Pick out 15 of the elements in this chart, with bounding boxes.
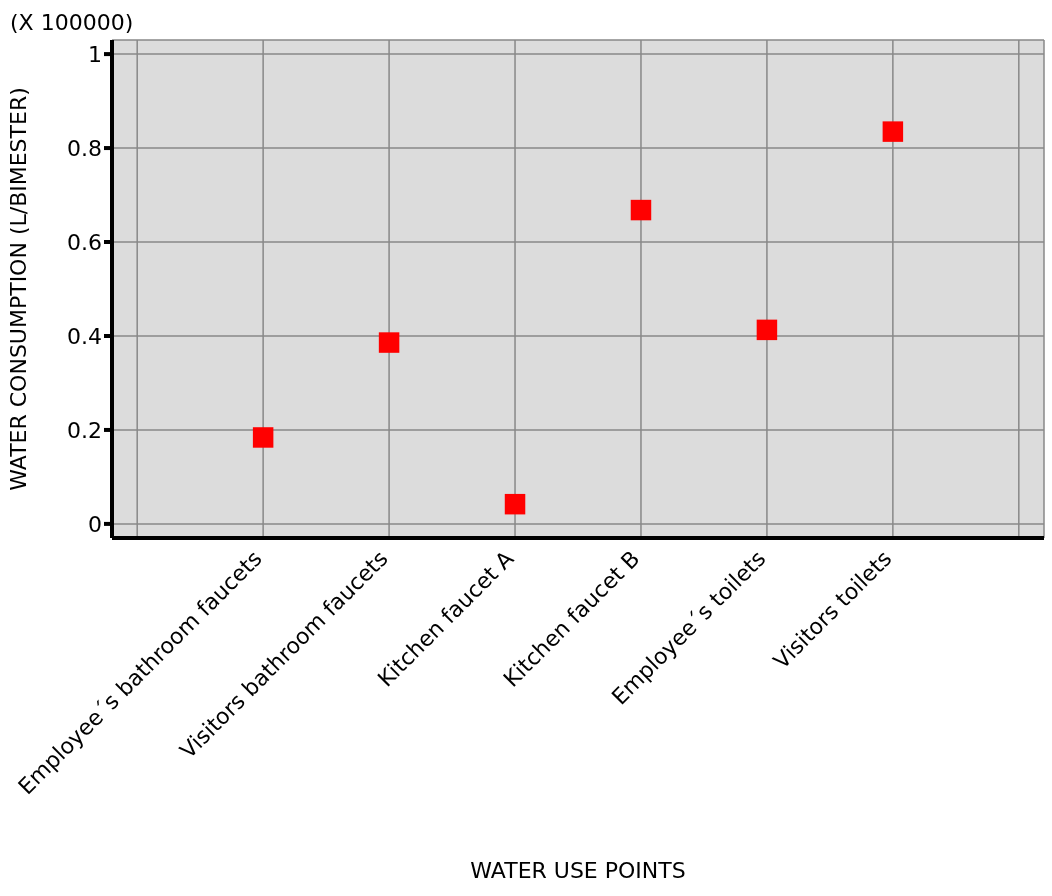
point bbox=[882, 121, 904, 142]
point bbox=[252, 427, 274, 448]
text: (X 100000) bbox=[10, 10, 134, 35]
x-axis-title: WATER USE POINTS bbox=[470, 858, 686, 883]
y-tick-label: 0.2 bbox=[67, 417, 102, 443]
y-tick-label: 0.8 bbox=[67, 135, 102, 161]
point bbox=[630, 199, 652, 221]
y-tick-label: 0.6 bbox=[67, 229, 102, 255]
y-axis-title: WATER CONSUMPTION (L/BIMESTER) bbox=[5, 87, 31, 491]
point bbox=[504, 493, 526, 515]
y-tick-label: 0 bbox=[88, 511, 102, 537]
y-tick-label: 0.4 bbox=[67, 323, 102, 349]
point bbox=[756, 319, 778, 341]
point bbox=[378, 332, 400, 353]
y-tick-label: 1 bbox=[88, 41, 102, 67]
